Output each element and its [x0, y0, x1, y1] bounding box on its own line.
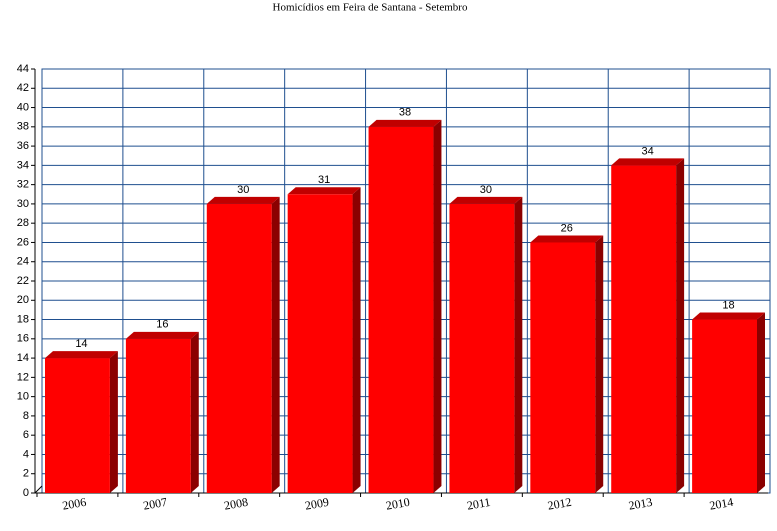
bar-side	[433, 119, 442, 494]
bar-top	[206, 196, 280, 204]
bar-top	[368, 119, 442, 127]
y-tick-label: 40	[17, 101, 29, 113]
axis-corner	[34, 485, 43, 494]
value-label: 38	[399, 107, 411, 119]
y-tick-label: 0	[23, 487, 29, 499]
y-tick-label: 10	[17, 391, 29, 403]
y-tick-label: 22	[17, 275, 29, 287]
bar-top	[692, 312, 765, 320]
value-label: 30	[237, 184, 249, 196]
bar	[368, 126, 434, 494]
bar-side	[676, 158, 685, 493]
bar-side	[595, 235, 604, 494]
x-tick-label: 2014	[708, 495, 734, 513]
value-label: 18	[722, 299, 734, 311]
bar	[287, 194, 353, 494]
y-tick-label: 34	[17, 159, 29, 171]
bar	[449, 203, 515, 493]
bar	[206, 203, 272, 493]
y-tick-label: 26	[17, 236, 29, 248]
bar-top	[45, 351, 118, 359]
y-tick-label: 2	[23, 468, 29, 480]
x-tick-label: 2007	[142, 495, 168, 513]
bar-side	[271, 196, 280, 493]
y-tick-label: 32	[17, 179, 29, 191]
y-tick-label: 16	[17, 333, 29, 345]
bar-side	[757, 312, 765, 493]
y-tick-label: 18	[17, 313, 29, 325]
y-tick-label: 12	[17, 371, 29, 383]
bar	[530, 242, 596, 493]
y-tick-label: 30	[17, 198, 29, 210]
bar-side	[109, 351, 118, 493]
value-label: 26	[561, 222, 573, 234]
y-tick-label: 28	[17, 217, 29, 229]
chart-title: Homicídios em Feira de Santana - Setembr…	[273, 2, 468, 14]
y-tick-label: 14	[17, 352, 29, 364]
bar-top	[125, 331, 199, 339]
x-tick-label: 2011	[466, 495, 492, 513]
bar-top	[530, 235, 604, 243]
y-tick-label: 8	[23, 410, 29, 422]
bar-top	[449, 196, 523, 204]
value-label: 34	[642, 145, 654, 157]
x-tick-label: 2006	[61, 495, 87, 513]
y-tick-label: 38	[17, 121, 29, 133]
y-tick-label: 6	[23, 429, 29, 441]
bar-side	[514, 196, 523, 493]
bar-side	[190, 331, 199, 493]
value-label: 31	[318, 174, 330, 186]
x-tick-label: 2009	[304, 495, 330, 513]
x-tick-label: 2013	[627, 495, 653, 513]
y-tick-label: 36	[17, 140, 29, 152]
bar	[611, 165, 677, 493]
y-tick-label: 44	[17, 63, 29, 75]
bar-top	[287, 187, 361, 195]
y-tick-label: 20	[17, 294, 29, 306]
value-label: 14	[75, 338, 87, 350]
bar	[692, 319, 757, 493]
x-tick-label: 2008	[223, 495, 249, 513]
y-tick-label: 42	[17, 82, 29, 94]
bar-side	[352, 187, 361, 494]
y-tick-label: 4	[23, 448, 29, 460]
x-tick-label: 2012	[547, 495, 573, 513]
value-label: 16	[156, 319, 168, 331]
y-tick-label: 24	[17, 256, 29, 268]
bar	[45, 358, 110, 493]
value-label: 30	[480, 184, 492, 196]
bar	[125, 338, 191, 493]
x-tick-label: 2010	[385, 495, 411, 513]
bar-top	[611, 158, 685, 166]
